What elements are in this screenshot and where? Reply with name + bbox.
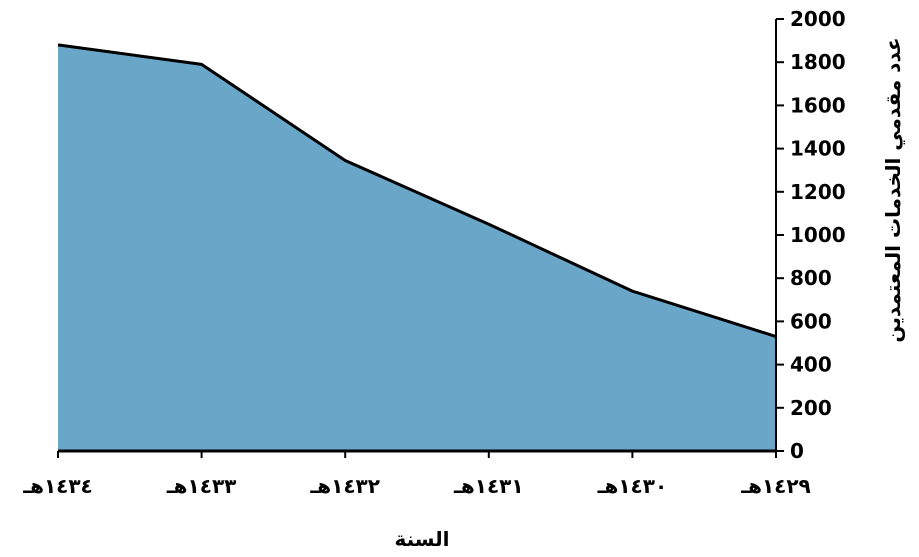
y-tick-label: 1000 [790,223,846,247]
y-tick-label: 200 [790,396,832,420]
y-tick-label: 600 [790,309,832,333]
x-axis: ١٤٣٤هـ ١٤٣٣هـ ١٤٣٢هـ ١٤٣١هـ ١٤٣٠هـ ١٤٢٩هـ [22,449,811,498]
y-tick-label: 800 [790,266,832,290]
y-tick-label: 1400 [790,137,846,161]
x-tick-label: ١٤٢٩هـ [740,474,811,498]
x-tick-label: ١٤٣٣هـ [166,474,237,498]
x-axis-title: السنة [394,527,449,551]
y-axis-title: عدد مقدمي الخدمات المعتمدين [881,37,906,342]
plot-area [57,43,777,452]
x-tick-label: ١٤٣٠هـ [597,474,668,498]
area-outline [57,43,777,338]
y-axis: 0 200 400 600 800 1000 1200 1400 1600 1800 2000 [775,7,846,463]
area-fill [58,44,776,452]
x-tick-label: ١٤٣٢هـ [309,474,380,498]
y-tick-label: 1600 [790,93,846,117]
y-tick-label: 1800 [790,50,846,74]
x-tick-label: ١٤٣٤هـ [22,474,93,498]
x-tick-label: ١٤٣١هـ [453,474,524,498]
y-tick-label: 400 [790,353,832,377]
y-tick-label: 1200 [790,180,846,204]
y-tick-label: 2000 [790,7,846,31]
y-tick-label: 0 [790,439,804,463]
